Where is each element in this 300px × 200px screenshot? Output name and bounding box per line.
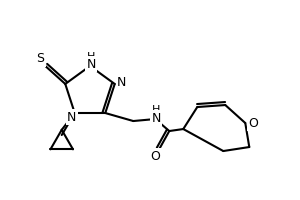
- Text: H: H: [152, 105, 160, 115]
- Text: N: N: [67, 111, 76, 124]
- Text: S: S: [36, 52, 44, 65]
- Text: N: N: [117, 76, 126, 89]
- Text: H: H: [87, 52, 95, 62]
- Text: N: N: [86, 58, 96, 71]
- Text: O: O: [248, 117, 258, 130]
- Text: O: O: [150, 150, 160, 163]
- Text: N: N: [152, 112, 161, 125]
